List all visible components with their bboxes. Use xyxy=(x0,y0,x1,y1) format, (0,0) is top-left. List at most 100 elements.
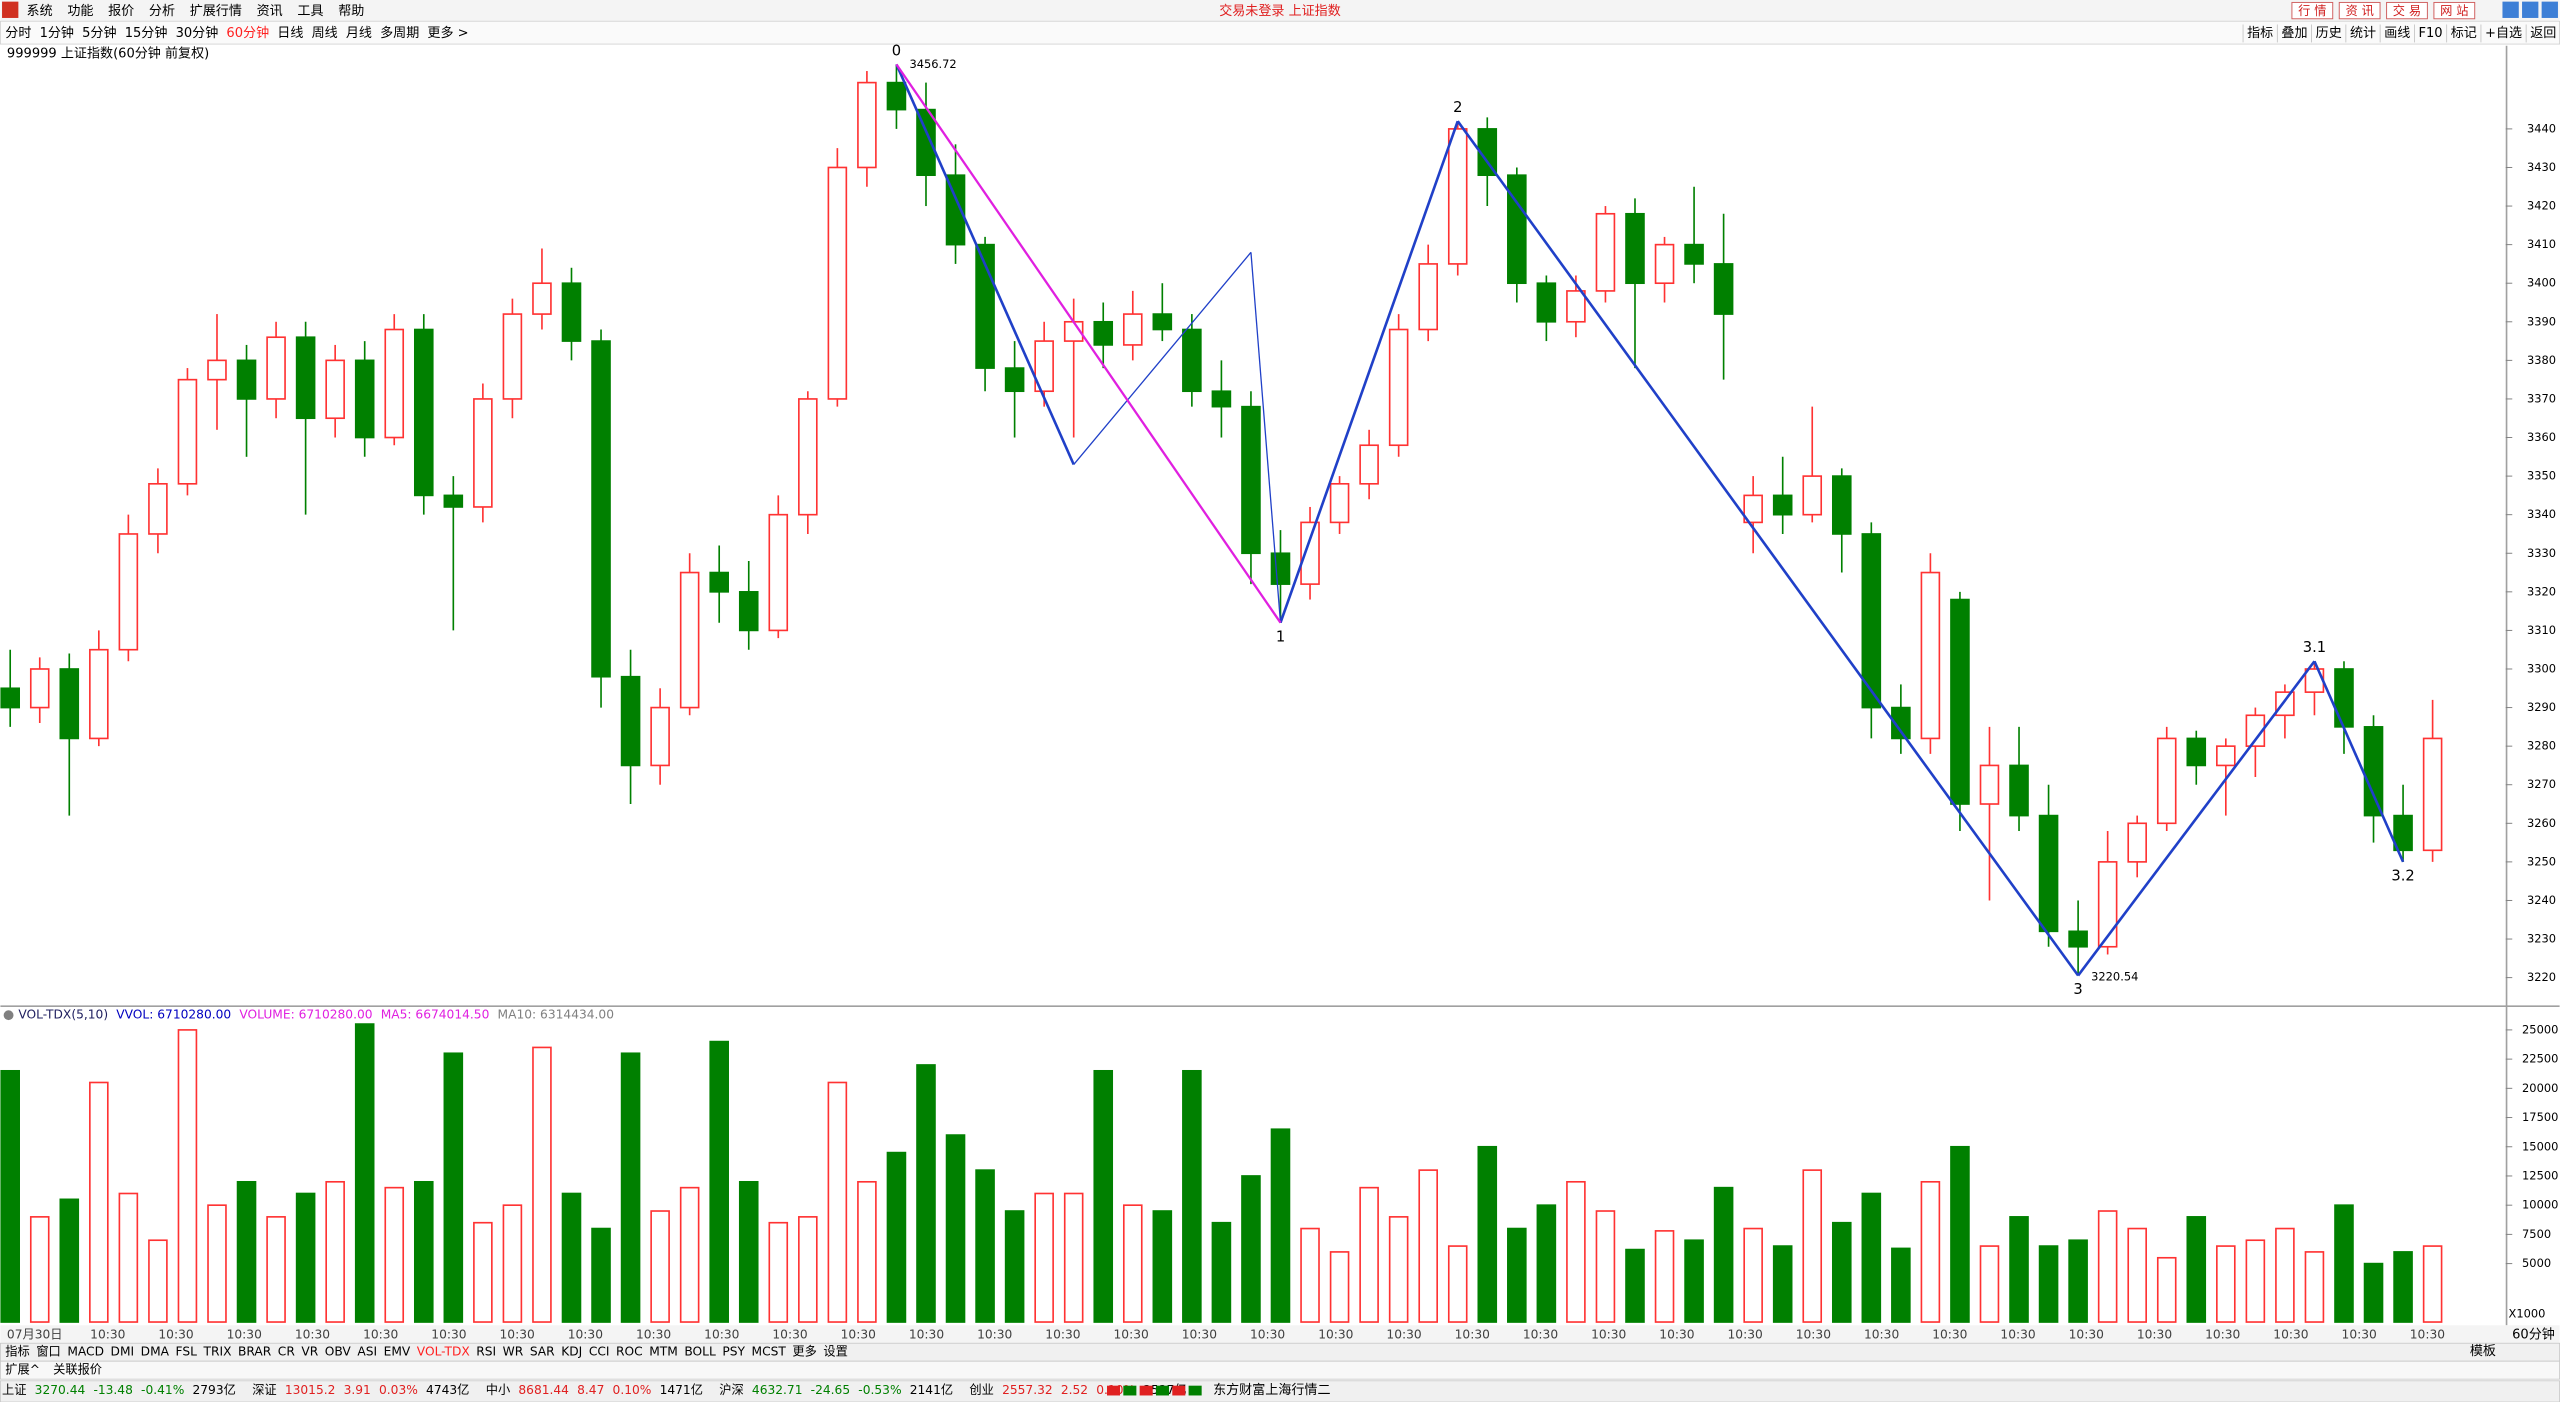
vol-tick-label: 25000 xyxy=(2522,1022,2558,1036)
top-button-label[interactable]: 行 情 xyxy=(2298,4,2326,18)
window-min[interactable] xyxy=(2502,1,2519,18)
toolbar-button[interactable]: 历史 xyxy=(2316,26,2342,41)
indicator-tab[interactable]: SAR xyxy=(530,1345,555,1359)
volume-bar xyxy=(916,1064,936,1323)
volume-bar xyxy=(1388,1216,1409,1323)
candle-body xyxy=(2393,814,2413,852)
indicator-tab[interactable]: PSY xyxy=(722,1345,745,1359)
menu-item[interactable]: 资讯 xyxy=(257,4,283,19)
menu-item[interactable]: 扩展行情 xyxy=(190,4,242,19)
toolbar-button[interactable]: 返回 xyxy=(2530,26,2556,41)
toolbar-button[interactable]: 标记 xyxy=(2451,26,2477,41)
candle-body xyxy=(59,668,80,740)
indicator-tab[interactable]: RSI xyxy=(476,1345,496,1359)
toolbar-button[interactable]: 指标 xyxy=(2247,26,2273,41)
top-button[interactable] xyxy=(2386,1,2428,20)
period-tab[interactable]: 周线 xyxy=(312,26,338,41)
period-tab[interactable]: 60分钟 xyxy=(226,25,269,41)
indicator-tab[interactable]: FSL xyxy=(176,1345,198,1359)
indicator-tab[interactable]: CR xyxy=(278,1345,296,1359)
app-icon xyxy=(2,1,19,18)
volume-bar xyxy=(561,1192,582,1323)
indicator-tab[interactable]: 窗口 xyxy=(36,1345,60,1359)
indicator-tab[interactable]: BOLL xyxy=(684,1345,716,1359)
menu-item[interactable]: 工具 xyxy=(297,4,323,19)
toolbar-button[interactable]: F10 xyxy=(2418,26,2442,41)
menu-item[interactable]: 帮助 xyxy=(338,4,364,19)
toolbar-button[interactable]: 画线 xyxy=(2384,26,2410,41)
volume-bar xyxy=(2038,1245,2059,1323)
period-tab[interactable]: 月线 xyxy=(346,26,372,41)
candle-body xyxy=(827,166,848,400)
volume-bar xyxy=(2363,1262,2384,1323)
indicator-tab[interactable]: 指标 xyxy=(5,1344,29,1359)
indicator-tab[interactable]: ROC xyxy=(616,1345,643,1359)
toolbar-button[interactable]: 统计 xyxy=(2350,26,2376,41)
time-label: 10:30 xyxy=(977,1328,1012,1342)
menu-item[interactable]: 分析 xyxy=(149,4,175,19)
indicator-tab[interactable]: 设置 xyxy=(823,1345,847,1359)
top-button-label[interactable]: 资 讯 xyxy=(2345,4,2373,18)
period-tab[interactable]: 多周期 xyxy=(380,25,419,41)
time-label: 10:30 xyxy=(227,1328,262,1342)
indicator-tab[interactable]: MTM xyxy=(649,1345,678,1359)
wave-line xyxy=(1073,251,1252,465)
volume-bar xyxy=(1625,1248,1645,1323)
indicator-tab[interactable]: WR xyxy=(503,1345,524,1359)
top-button[interactable] xyxy=(2433,1,2476,20)
volume-bar xyxy=(1093,1069,1114,1323)
toolbar-button[interactable]: +自选 xyxy=(2485,26,2522,41)
volume-bar xyxy=(620,1052,641,1323)
menu-item[interactable]: 报价 xyxy=(108,4,134,19)
period-tab[interactable]: 5分钟 xyxy=(82,25,116,41)
period-tab[interactable]: 日线 xyxy=(277,26,303,41)
indicator-tab[interactable]: DMI xyxy=(111,1345,135,1359)
candle-body xyxy=(2334,668,2354,728)
indicator-tab[interactable]: VOL-TDX xyxy=(417,1345,470,1359)
volume-bar xyxy=(2304,1251,2325,1323)
time-label: 10:30 xyxy=(1523,1328,1558,1342)
top-button-label[interactable]: 交 易 xyxy=(2393,3,2421,18)
volume-bar xyxy=(1950,1145,1970,1323)
template-button[interactable]: 模板 xyxy=(2470,1344,2496,1359)
indicator-tab[interactable]: BRAR xyxy=(238,1345,272,1359)
indicator-tab[interactable]: OBV xyxy=(325,1345,352,1359)
volume-bar xyxy=(325,1180,345,1323)
period-tab[interactable]: 15分钟 xyxy=(125,25,168,41)
indicator-tab[interactable]: MACD xyxy=(67,1345,104,1359)
indicator-tab[interactable]: ASI xyxy=(357,1345,377,1359)
indicator-tab[interactable]: MCST xyxy=(752,1345,787,1359)
window-max[interactable] xyxy=(2522,1,2539,18)
period-tab[interactable]: 1分钟 xyxy=(40,25,74,41)
period-tab[interactable]: 分时 xyxy=(5,26,31,41)
candle-body xyxy=(561,282,582,342)
period-tab[interactable]: 更多 > xyxy=(427,25,468,41)
indicator-tab[interactable]: 更多 xyxy=(792,1345,816,1359)
ext-tab[interactable]: 关联报价 xyxy=(53,1362,102,1377)
top-button-label[interactable]: 网 站 xyxy=(2440,4,2468,18)
candle-body xyxy=(295,336,316,420)
ext-tab[interactable]: 扩展^ xyxy=(5,1363,40,1377)
y-tick-label: 3300 xyxy=(2527,661,2556,675)
period-tab[interactable]: 30分钟 xyxy=(176,25,219,41)
menu-item[interactable]: 系统 xyxy=(27,4,53,19)
toolbar-button[interactable]: 叠加 xyxy=(2281,26,2307,41)
candle-body xyxy=(1182,328,1202,393)
window-close[interactable] xyxy=(2541,1,2558,18)
indicator-tab[interactable]: KDJ xyxy=(561,1345,582,1359)
indicator-tab[interactable]: TRIX xyxy=(202,1345,231,1359)
top-button[interactable] xyxy=(2338,1,2381,20)
candle-body xyxy=(266,336,286,400)
time-label: 10:30 xyxy=(636,1328,671,1342)
menu-item[interactable]: 功能 xyxy=(67,4,93,19)
volume-bar xyxy=(1536,1204,1557,1323)
candle-body xyxy=(1329,482,1350,524)
indicator-tab[interactable]: EMV xyxy=(384,1345,411,1359)
volume-bar xyxy=(443,1052,464,1323)
indicator-tab[interactable]: CCI xyxy=(589,1345,610,1359)
indicator-tab[interactable]: VR xyxy=(301,1345,318,1359)
indicator-tab[interactable]: DMA xyxy=(141,1345,170,1359)
wave-label: 3.1 xyxy=(2303,639,2326,656)
status-pct: -0.41% xyxy=(141,1383,184,1397)
top-button[interactable] xyxy=(2291,1,2334,20)
